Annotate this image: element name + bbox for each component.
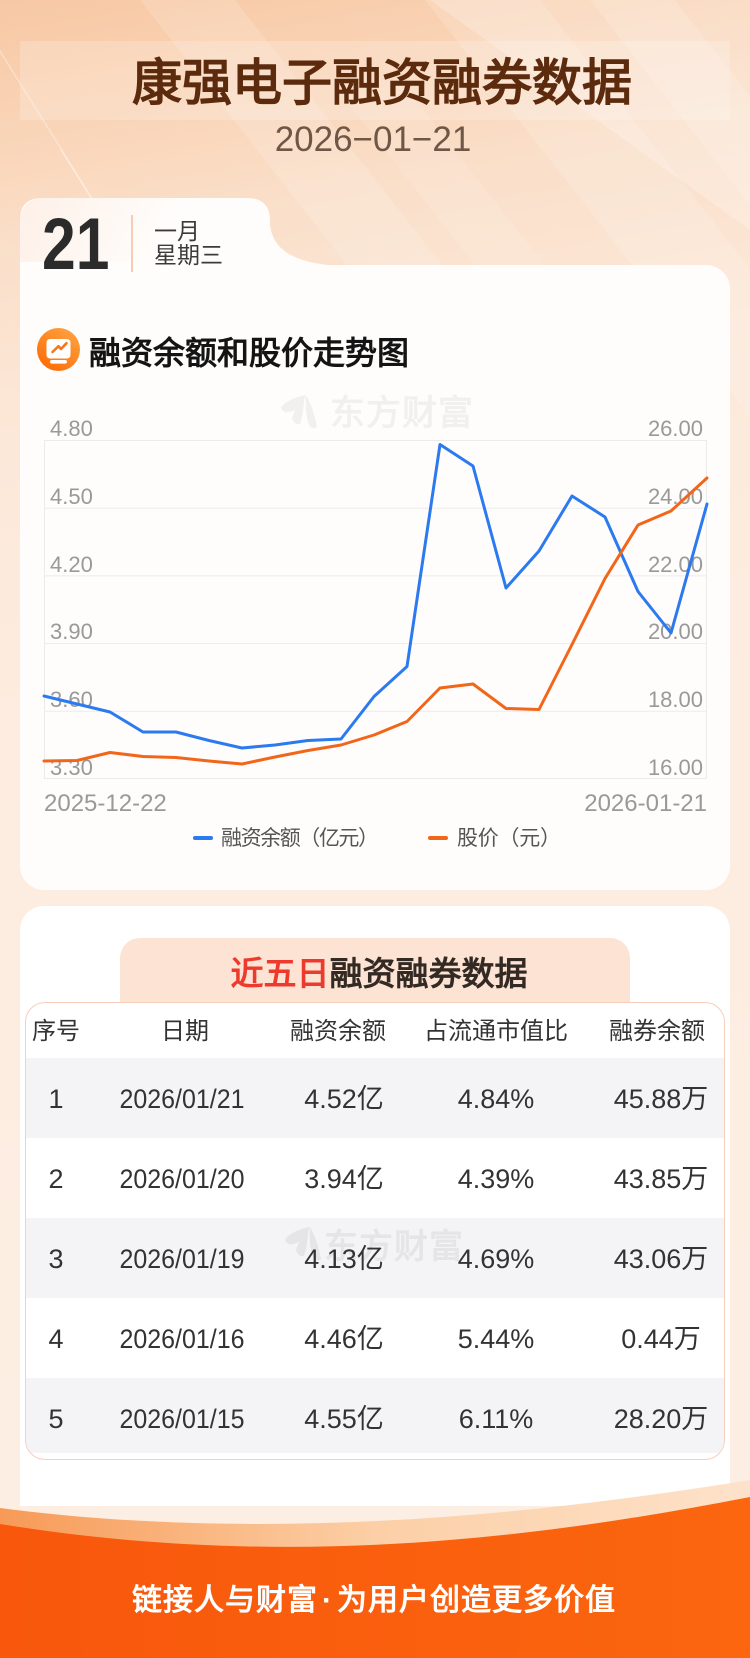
svg-text:6.11%: 6.11% (459, 1404, 534, 1434)
svg-text:融资余额（亿元）: 融资余额（亿元） (221, 827, 380, 850)
svg-text:28.20万: 28.20万 (614, 1404, 709, 1434)
svg-text:3: 3 (48, 1244, 63, 1274)
svg-text:0.44万: 0.44万 (621, 1324, 701, 1354)
svg-text:2026/01/16: 2026/01/16 (120, 1324, 245, 1354)
svg-text:2: 2 (48, 1164, 63, 1194)
svg-text:5: 5 (48, 1404, 63, 1434)
svg-text:序号: 序号 (32, 1018, 80, 1045)
svg-text:43.06万: 43.06万 (614, 1244, 709, 1274)
svg-text:20.00: 20.00 (648, 619, 703, 644)
svg-text:2026-01-21: 2026-01-21 (584, 790, 707, 817)
svg-text:3.90: 3.90 (50, 619, 93, 644)
svg-text:2026/01/20: 2026/01/20 (120, 1164, 245, 1194)
svg-text:22.00: 22.00 (648, 552, 703, 577)
svg-text:日期: 日期 (161, 1018, 209, 1045)
svg-text:5.44%: 5.44% (458, 1324, 535, 1354)
svg-text:26.00: 26.00 (648, 416, 703, 441)
svg-text:2026/01/19: 2026/01/19 (120, 1244, 245, 1274)
svg-text:股价（元）: 股价（元） (457, 827, 562, 850)
svg-text:2026/01/21: 2026/01/21 (120, 1084, 245, 1114)
svg-text:2025-12-22: 2025-12-22 (44, 790, 167, 817)
svg-text:4.52亿: 4.52亿 (304, 1084, 384, 1114)
svg-text:4.69%: 4.69% (458, 1244, 535, 1274)
svg-text:融券余额: 融券余额 (609, 1018, 705, 1045)
svg-text:2026/01/15: 2026/01/15 (120, 1404, 245, 1434)
svg-text:45.88万: 45.88万 (614, 1084, 709, 1114)
svg-text:4: 4 (48, 1324, 63, 1354)
svg-text:43.85万: 43.85万 (614, 1164, 709, 1194)
svg-text:16.00: 16.00 (648, 755, 703, 780)
svg-text:1: 1 (48, 1084, 63, 1114)
svg-text:4.80: 4.80 (50, 416, 93, 441)
svg-text:18.00: 18.00 (648, 687, 703, 712)
svg-text:4.50: 4.50 (50, 484, 93, 509)
svg-text:4.13亿: 4.13亿 (304, 1244, 384, 1274)
svg-text:融资余额: 融资余额 (290, 1018, 386, 1045)
svg-text:4.46亿: 4.46亿 (304, 1324, 384, 1354)
svg-text:东方财富: 东方财富 (330, 393, 474, 433)
svg-text:4.84%: 4.84% (458, 1084, 535, 1114)
svg-text:4.39%: 4.39% (458, 1164, 535, 1194)
svg-text:占流通市值比: 占流通市值比 (424, 1018, 568, 1045)
svg-text:4.55亿: 4.55亿 (304, 1404, 384, 1434)
svg-text:4.20: 4.20 (50, 552, 93, 577)
svg-text:3.94亿: 3.94亿 (304, 1164, 384, 1194)
svg-text:东方财富: 东方财富 (324, 1227, 464, 1266)
